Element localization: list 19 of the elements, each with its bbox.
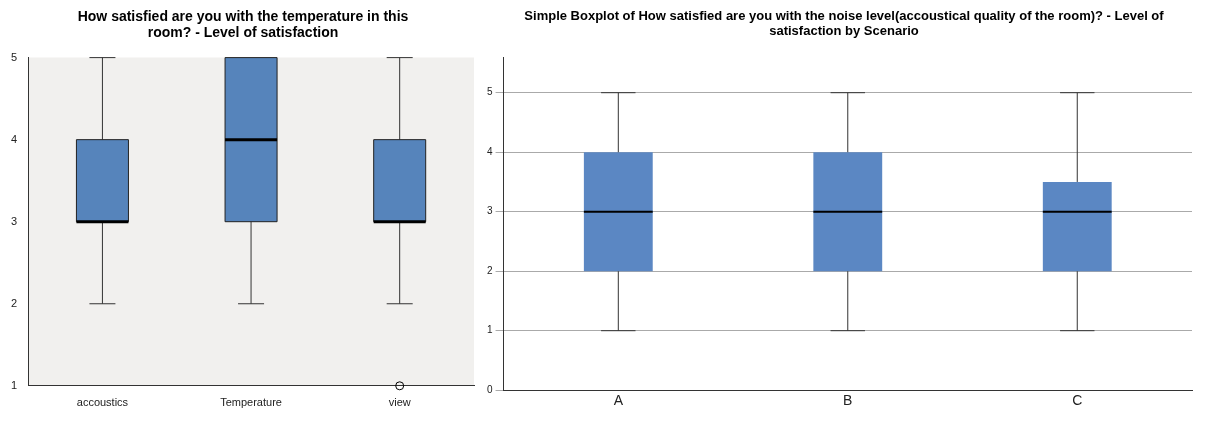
y-tick-label: 5 — [10, 50, 18, 63]
y-tick-label: 1 — [10, 378, 18, 391]
y-tick-label: 4 — [487, 145, 493, 157]
x-tick-label: view — [388, 396, 411, 409]
x-tick-label: A — [613, 392, 624, 409]
y-tick-label: 3 — [10, 214, 18, 227]
y-tick-label: 3 — [487, 205, 493, 217]
y-tick-label: 2 — [10, 296, 18, 309]
chart-title: How satisfied are you with the temperature in this room? - Level of satisfaction — [76, 8, 410, 42]
y-tick-label: 2 — [487, 264, 493, 276]
chart-title: Simple Boxplot of How satisfied are you with the noise level(accoustical quality of the room)? - Level of satisfaction by Scenario — [523, 8, 1165, 40]
x-tick-label: Temperature — [220, 396, 282, 409]
y-tick-label: 4 — [10, 132, 18, 145]
y-tick-label: 0 — [487, 383, 493, 395]
y-tick-label: 5 — [487, 86, 493, 98]
x-tick-label: B — [843, 392, 853, 409]
y-tick-label: 1 — [487, 324, 493, 336]
x-tick-label: C — [1072, 392, 1083, 409]
x-tick-label: accoustics — [76, 396, 129, 409]
